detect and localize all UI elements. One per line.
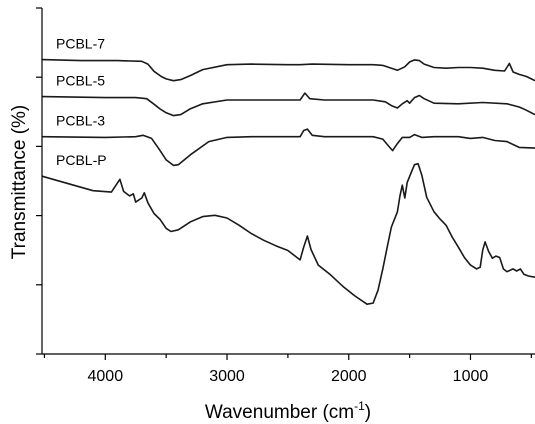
series-label-pcbl-5: PCBL-5 bbox=[56, 73, 105, 89]
x-axis-title-close: ) bbox=[365, 402, 371, 423]
y-axis-title: Transmittance (%) bbox=[9, 105, 30, 260]
x-tick-label: 3000 bbox=[209, 368, 245, 385]
x-tick-label: 4000 bbox=[88, 368, 124, 385]
series-label-pcbl-p: PCBL-P bbox=[56, 152, 107, 168]
x-axis-title: Wavenumber (cm-1) bbox=[205, 399, 371, 423]
x-tick-label: 2000 bbox=[331, 368, 367, 385]
series-line-pcbl-p bbox=[41, 162, 535, 305]
axes: 4000 3000 2000 1000 bbox=[36, 7, 535, 385]
spectra-curves bbox=[41, 58, 535, 305]
series-line-pcbl-5 bbox=[41, 92, 535, 117]
series-label-pcbl-7: PCBL-7 bbox=[56, 36, 105, 52]
x-tick-label: 1000 bbox=[453, 368, 489, 385]
x-axis-title-superscript: -1 bbox=[354, 399, 365, 413]
series-line-pcbl-3 bbox=[41, 128, 535, 167]
series-labels: PCBL-7 PCBL-5 PCBL-3 PCBL-P bbox=[56, 36, 107, 169]
series-label-pcbl-3: PCBL-3 bbox=[56, 113, 105, 129]
series-line-pcbl-7 bbox=[41, 58, 535, 82]
